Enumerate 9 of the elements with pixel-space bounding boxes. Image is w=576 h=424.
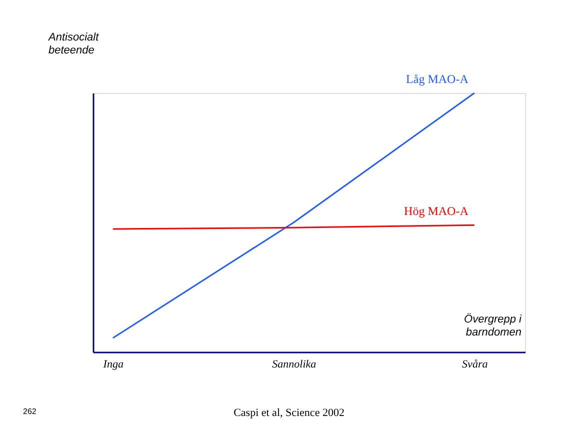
series-label: Hög MAO-A [404,204,469,218]
x-axis-title: Övergrepp i barndomen [464,312,522,338]
x-tick-label: Svåra [462,358,488,370]
text: Caspi et al, Science 2002 [234,407,344,419]
x-tick-label: Sannolika [272,358,317,370]
series-label: Låg MAO-A [406,72,469,86]
x-tick-label: Inga [102,358,124,370]
y-axis-title: Antisocialt beteende [48,32,100,56]
text: 262 [23,407,37,416]
